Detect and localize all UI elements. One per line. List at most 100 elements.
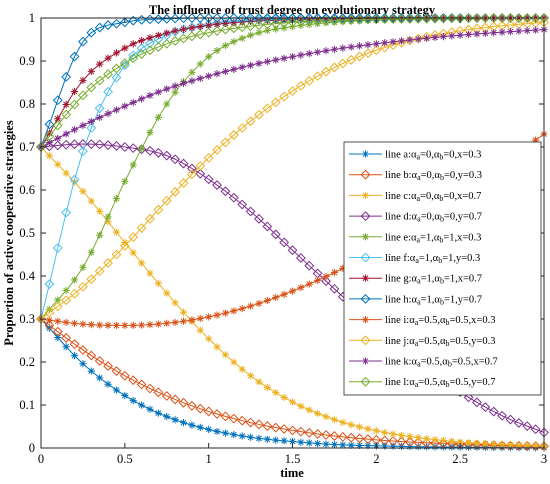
line-c-point	[464, 439, 473, 447]
line-c-point	[448, 437, 456, 445]
line-b-point	[161, 391, 172, 401]
legend-item-line-l: line l:αa=0.5,αb=0.5,y=0.7	[349, 376, 495, 390]
line-g-point	[121, 44, 129, 52]
line-c-point	[112, 228, 121, 236]
line-k-point	[464, 30, 473, 39]
line-h-point	[312, 13, 323, 23]
line-b-point	[195, 403, 206, 414]
line-k-point	[322, 47, 330, 55]
line-h-point	[354, 13, 365, 23]
line-k-point	[70, 126, 79, 134]
line-c-point	[322, 413, 330, 421]
line-k-point	[364, 41, 372, 49]
legend-item-line-k: line k:αa=0.5,αb=0.5,x=0.7	[349, 357, 498, 369]
line-k-point	[104, 110, 112, 118]
line-b-point	[94, 356, 105, 366]
line-g-point	[347, 15, 355, 23]
line-l-point	[220, 24, 231, 35]
line-b-point	[312, 429, 323, 439]
line-d-point	[119, 142, 130, 152]
line-d-point	[203, 174, 214, 185]
line-b-point	[522, 441, 533, 451]
line-c-point	[255, 378, 263, 386]
legend-label: line b:αa=0,αb=0,y=0.3	[385, 170, 482, 182]
line-l-point	[304, 16, 315, 27]
line-a-point	[205, 425, 213, 434]
line-j-point	[52, 301, 63, 312]
line-h-point	[52, 95, 63, 106]
line-d-point	[262, 221, 273, 232]
line-l-point	[472, 13, 482, 24]
line-k-point	[498, 28, 506, 36]
line-l-point	[287, 17, 298, 28]
line-k-point	[330, 45, 339, 53]
line-c-point	[423, 435, 431, 443]
line-a-point	[104, 380, 112, 388]
line-l-point	[212, 26, 222, 36]
line-a-point	[473, 443, 481, 451]
line-a-point	[54, 333, 62, 342]
line-l-point	[446, 13, 457, 24]
line-d-point	[186, 163, 197, 174]
line-e-point	[163, 100, 171, 108]
line-c-point	[406, 432, 414, 441]
line-h-point	[128, 15, 139, 26]
line-h-point	[346, 13, 357, 23]
line-d-point	[513, 418, 524, 428]
line-b-point	[86, 350, 97, 361]
line-k-point	[448, 32, 456, 40]
line-g-point	[314, 15, 322, 23]
line-j-point	[279, 91, 290, 102]
line-a-point	[322, 440, 330, 448]
line-i-point	[87, 321, 95, 329]
line-g-point	[364, 14, 372, 23]
legend-item-line-a: line a:αa=0,αb=0,x=0.3	[349, 150, 481, 162]
line-g-point	[205, 21, 213, 29]
line-j-point	[161, 195, 172, 206]
line-d-point	[480, 402, 491, 413]
line-h-point	[396, 13, 407, 23]
line-h-point	[170, 13, 181, 24]
line-j-point	[212, 145, 222, 155]
line-i-point	[213, 311, 221, 319]
line-b-point	[530, 441, 541, 452]
line-a-point	[70, 352, 79, 360]
line-b-point	[52, 326, 63, 337]
line-e-point	[280, 24, 288, 32]
line-b-point	[178, 397, 189, 408]
line-l-point	[421, 13, 432, 24]
line-k-point	[381, 39, 389, 47]
legend-marker	[360, 169, 371, 180]
line-h-point	[413, 13, 424, 23]
line-g-point	[129, 40, 137, 48]
line-l-point	[497, 13, 507, 23]
line-j-point	[295, 80, 306, 91]
line-j-point	[388, 40, 399, 50]
line-i-point	[297, 284, 305, 292]
line-g-point	[339, 15, 347, 23]
line-h-point	[270, 13, 281, 23]
line-j-point	[119, 240, 130, 251]
line-g-point	[188, 24, 196, 32]
line-k-point	[54, 134, 62, 142]
line-l-point	[119, 58, 130, 69]
line-d-point	[69, 139, 80, 150]
line-k-point	[355, 42, 364, 50]
line-k-point	[515, 27, 523, 35]
line-a-point	[79, 360, 87, 368]
y-tick-label: 0.3	[19, 312, 35, 326]
line-l-point	[203, 27, 214, 38]
line-b-point	[413, 437, 424, 448]
line-d-point	[94, 139, 105, 150]
line-a-point	[381, 442, 389, 450]
line-c-point	[104, 218, 112, 226]
line-k-point	[79, 121, 87, 130]
line-c-point	[506, 441, 515, 449]
line-i-point	[532, 136, 540, 144]
chart-title: The influence of trust degree on evoluti…	[149, 3, 436, 17]
line-c-point	[96, 207, 104, 215]
line-k-point	[62, 130, 70, 138]
line-e-point	[121, 177, 129, 185]
line-e-point	[221, 42, 230, 50]
line-b-point	[346, 432, 357, 443]
